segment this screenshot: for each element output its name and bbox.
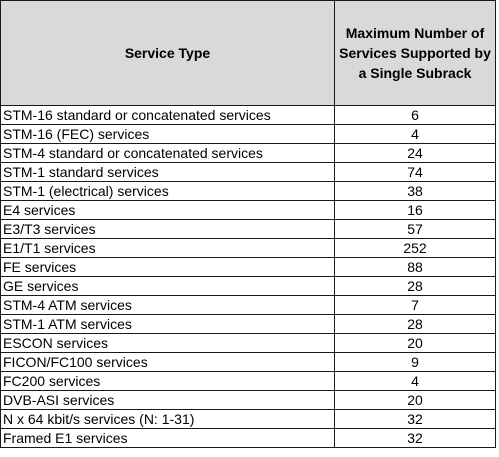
table-row: ESCON services 20: [0, 333, 496, 353]
table-row: STM-4 standard or concatenated services 2…: [0, 143, 496, 163]
table-row: E1/T1 services 252: [0, 238, 496, 258]
service-type-cell: ESCON services: [0, 333, 335, 353]
table-row: GE services 28: [0, 276, 496, 296]
max-services-cell: 20: [334, 333, 496, 353]
max-services-cell: 28: [334, 276, 496, 296]
table-body: STM-16 standard or concatenated services…: [0, 105, 496, 448]
table-row: STM-4 ATM services 7: [0, 295, 496, 315]
table-row: N x 64 kbit/s services (N: 1-31) 32: [0, 409, 496, 429]
service-type-cell: FE services: [0, 257, 335, 277]
table-row: DVB-ASI services 20: [0, 390, 496, 410]
max-services-cell: 4: [334, 371, 496, 391]
max-services-cell: 9: [334, 352, 496, 372]
service-type-cell: STM-4 ATM services: [0, 295, 335, 315]
table-row: STM-16 standard or concatenated services…: [0, 105, 496, 125]
table-row: STM-1 ATM services 28: [0, 314, 496, 334]
max-services-cell: 16: [334, 200, 496, 220]
service-type-cell: DVB-ASI services: [0, 390, 335, 410]
service-type-cell: STM-16 (FEC) services: [0, 124, 335, 144]
max-services-cell: 57: [334, 219, 496, 239]
service-type-cell: FICON/FC100 services: [0, 352, 335, 372]
service-type-cell: STM-1 ATM services: [0, 314, 335, 334]
max-services-cell: 20: [334, 390, 496, 410]
table-row: FC200 services 4: [0, 371, 496, 391]
max-services-cell: 38: [334, 181, 496, 201]
table-header: Service Type Maximum Number of Services …: [0, 0, 496, 106]
table-row: Framed E1 services 32: [0, 428, 496, 448]
service-type-cell: Framed E1 services: [0, 428, 335, 448]
service-type-cell: E4 services: [0, 200, 335, 220]
table-row: E4 services 16: [0, 200, 496, 220]
header-service-type: Service Type: [0, 0, 335, 106]
table-row: STM-16 (FEC) services 4: [0, 124, 496, 144]
header-max-services: Maximum Number of Services Supported by …: [334, 0, 496, 106]
max-services-cell: 88: [334, 257, 496, 277]
service-type-cell: E3/T3 services: [0, 219, 335, 239]
table-row: FE services 88: [0, 257, 496, 277]
header-row: Service Type Maximum Number of Services …: [0, 0, 496, 106]
max-services-cell: 28: [334, 314, 496, 334]
service-type-cell: E1/T1 services: [0, 238, 335, 258]
service-type-cell: STM-16 standard or concatenated services: [0, 105, 335, 125]
max-services-cell: 6: [334, 105, 496, 125]
service-type-cell: STM-4 standard or concatenated services: [0, 143, 335, 163]
service-type-cell: GE services: [0, 276, 335, 296]
max-services-cell: 32: [334, 428, 496, 448]
service-type-cell: STM-1 (electrical) services: [0, 181, 335, 201]
max-services-cell: 24: [334, 143, 496, 163]
service-type-cell: N x 64 kbit/s services (N: 1-31): [0, 409, 335, 429]
service-type-cell: STM-1 standard services: [0, 162, 335, 182]
table-row: STM-1 (electrical) services 38: [0, 181, 496, 201]
service-type-cell: FC200 services: [0, 371, 335, 391]
max-services-cell: 4: [334, 124, 496, 144]
max-services-cell: 7: [334, 295, 496, 315]
service-capacity-table: Service Type Maximum Number of Services …: [0, 0, 496, 448]
table-row: FICON/FC100 services 9: [0, 352, 496, 372]
max-services-cell: 32: [334, 409, 496, 429]
max-services-cell: 74: [334, 162, 496, 182]
table-row: E3/T3 services 57: [0, 219, 496, 239]
table-row: STM-1 standard services 74: [0, 162, 496, 182]
max-services-cell: 252: [334, 238, 496, 258]
